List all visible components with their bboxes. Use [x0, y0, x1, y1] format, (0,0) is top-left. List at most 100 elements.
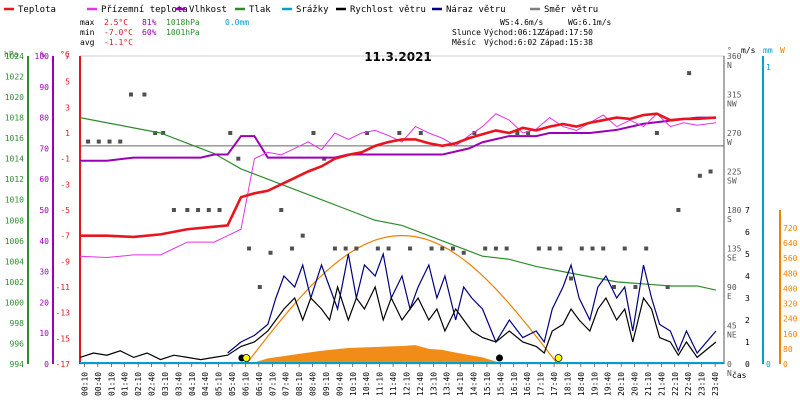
time-tick-label: 06:40	[255, 372, 264, 396]
time-tick-label: 18:40	[577, 372, 586, 396]
wind-direction-point	[153, 131, 158, 135]
temperature-tick: -7	[60, 232, 70, 241]
stat-max-press: 1018hPa	[166, 18, 200, 27]
time-tick-label: 05:40	[228, 372, 237, 396]
temperature-tick: -11	[56, 283, 71, 292]
legend-label-2: Přízemní teplota	[101, 5, 188, 15]
wind-direction-point	[185, 208, 190, 212]
legend-label-1: Teplota	[18, 5, 56, 15]
wind-tick: 5	[745, 250, 750, 259]
direction-letter: W	[727, 138, 732, 147]
plot-area	[79, 71, 724, 365]
direction-letter: S	[727, 215, 732, 224]
stat-max-label: max	[80, 18, 95, 27]
time-tick-label: 13:10	[429, 372, 438, 396]
wind-tick: 7	[745, 206, 750, 215]
time-tick-label: 07:40	[282, 372, 291, 396]
wind-direction-point	[118, 139, 123, 144]
direction-tick: 225	[727, 168, 742, 177]
sun-tick: 240	[783, 315, 798, 324]
wind-direction-point	[375, 246, 380, 251]
wind-direction-point	[493, 246, 498, 251]
time-tick-label: 00:40	[94, 372, 103, 396]
wind-direction-point	[86, 139, 91, 144]
humidity-tick: 70	[39, 144, 49, 153]
wind-direction-point	[429, 246, 434, 251]
direction-tick: 135	[727, 245, 742, 254]
time-tick-label: 20:40	[631, 372, 640, 396]
time-tick-label: 22:40	[684, 372, 693, 396]
wind-direction-point	[450, 246, 455, 251]
wind-speed-info: WS:4.6m/s	[500, 18, 544, 27]
time-axis-label: čas	[732, 370, 747, 380]
time-tick-label: 15:40	[496, 372, 505, 396]
time-tick-label: 08:40	[309, 372, 318, 396]
humidity-tick: 20	[39, 298, 49, 307]
humidity-tick: 50	[39, 206, 49, 215]
wind-gust-info: WG:6.1m/s	[568, 18, 612, 27]
wind-direction-point	[687, 71, 692, 76]
time-tick-label: 15:10	[483, 372, 492, 396]
rain-tick: 0	[766, 360, 771, 369]
pressure-tick: 1004	[5, 257, 24, 266]
temperature-tick: -3	[60, 180, 70, 189]
wind-direction-point	[228, 131, 233, 135]
direction-tick: 270	[727, 129, 742, 138]
sunrise-marker	[242, 354, 251, 362]
wind-gust-line	[227, 251, 717, 355]
time-tick-label: 02:40	[148, 372, 157, 396]
wind-direction-point	[289, 246, 294, 251]
wind-direction-point	[96, 139, 101, 144]
wind-direction-point	[217, 208, 222, 212]
sunshine-area	[249, 345, 504, 364]
pressure-tick: 1018	[5, 114, 24, 123]
wind-direction-point	[708, 169, 713, 174]
time-tick-label: 13:40	[443, 372, 452, 396]
humidity-line	[80, 116, 716, 162]
ground-temp-line	[79, 113, 717, 258]
sun-tick: 400	[783, 284, 798, 293]
direction-letter: SE	[727, 254, 737, 263]
wind-direction-point	[547, 246, 552, 251]
sun-label: Slunce	[452, 28, 481, 37]
wind-tick: 3	[745, 294, 750, 303]
time-tick-label: 11:40	[389, 372, 398, 396]
humidity-unit: %	[40, 50, 45, 59]
temperature-tick: 7	[65, 52, 70, 61]
time-tick-label: 12:10	[402, 372, 411, 396]
sun-set: Západ:17:50	[540, 28, 593, 37]
direction-letter: N	[727, 61, 732, 70]
wind-direction-point	[279, 208, 284, 212]
pressure-tick: 1022	[5, 73, 24, 82]
humidity-tick: 30	[39, 268, 49, 277]
time-tick-label: 17:40	[550, 372, 559, 396]
wind-direction-point	[654, 131, 659, 135]
time-tick-label: 18:10	[563, 372, 572, 396]
wind-direction-point	[483, 246, 488, 251]
humidity-tick: 60	[39, 175, 49, 184]
wind-direction-point	[236, 156, 241, 161]
pressure-tick: 1016	[5, 134, 24, 143]
time-tick-label: 01:40	[121, 372, 130, 396]
wind-direction-point	[633, 285, 638, 289]
time-tick-label: 09:40	[335, 372, 344, 396]
pressure-tick: 1020	[5, 93, 24, 102]
wind-direction-point	[408, 246, 413, 251]
wind-direction-point	[343, 246, 348, 251]
wind-tick: 1	[745, 338, 750, 347]
wind-direction-point	[171, 208, 176, 212]
time-tick-label: 14:40	[470, 372, 479, 396]
temperature-tick: -15	[56, 334, 71, 343]
stat-min-label: min	[80, 28, 95, 37]
wind-tick: 4	[745, 272, 750, 281]
sun-tick: 0	[783, 360, 788, 369]
wind-tick: 0	[745, 360, 750, 369]
direction-unit: °	[727, 46, 732, 55]
wind-direction-point	[472, 131, 477, 135]
time-tick-label: 21:40	[657, 372, 666, 396]
wind-direction-point	[665, 285, 670, 289]
wind-direction-point	[558, 246, 563, 251]
stat-max-rain: 0.0mm	[225, 18, 249, 27]
moon-set: Západ:15:38	[540, 38, 593, 47]
